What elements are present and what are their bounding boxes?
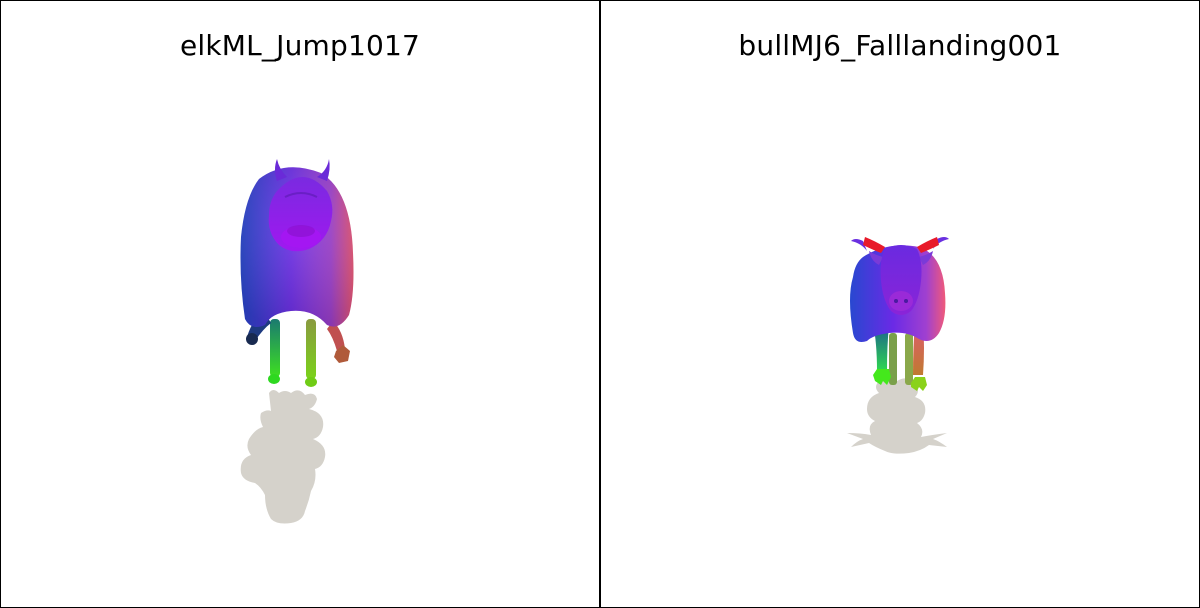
bull-muzzle [889,291,913,311]
bull-horn-left [863,237,885,253]
elk-ear-left [275,159,287,181]
elk-leg-front-left [270,319,280,377]
panel-elk: elkML_Jump1017 [1,1,599,607]
bull-shadow [847,377,947,454]
panel-bull: bullMJ6_Falllanding001 [601,1,1199,607]
bull-leg-back-left [889,333,897,385]
bull-horn-left-tip [851,239,867,251]
elk-shadow [240,390,326,524]
elk-ear-right [317,159,330,181]
bull-render [847,237,949,454]
bull-horn-right [917,237,939,253]
panel-title: bullMJ6_Falllanding001 [738,29,1062,62]
panel-divider [599,0,601,608]
panel-title: elkML_Jump1017 [179,29,421,62]
elk-render [240,159,354,524]
bull-leg-back-right [905,333,913,385]
elk-leg-front-right [306,319,316,379]
